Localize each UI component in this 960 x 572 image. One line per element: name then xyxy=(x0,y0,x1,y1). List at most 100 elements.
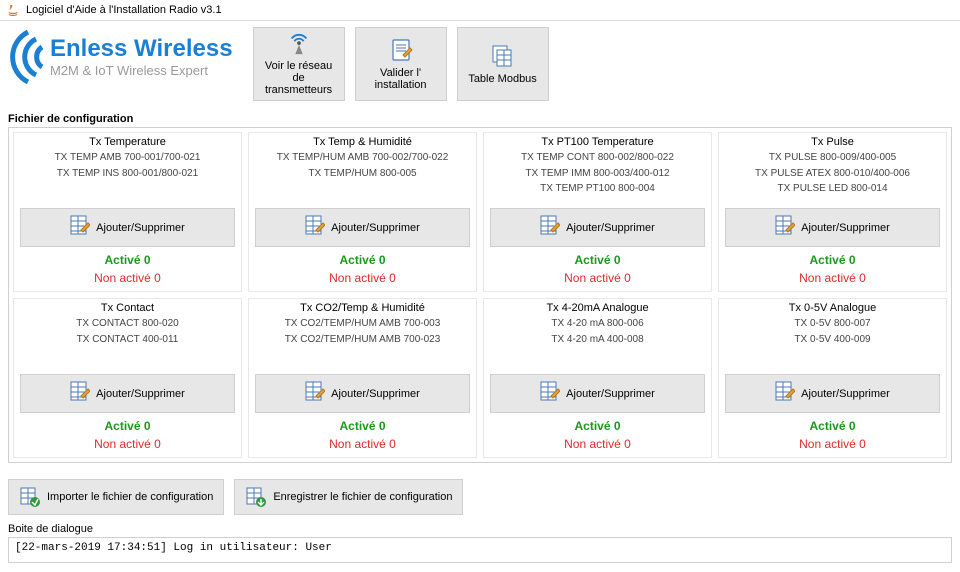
brand-tagline: M2M & IoT Wireless Expert xyxy=(50,63,233,78)
add-remove-button[interactable]: Ajouter/Supprimer xyxy=(725,374,940,413)
status-active: Activé 0 xyxy=(249,253,476,267)
edit-sheet-icon xyxy=(775,215,795,240)
model-line: TX TEMP IMM 800-003/400-012 xyxy=(484,166,711,182)
add-remove-button[interactable]: Ajouter/Supprimer xyxy=(725,208,940,247)
config-card: Tx ContactTX CONTACT 800-020TX CONTACT 4… xyxy=(13,298,242,458)
edit-sheet-icon xyxy=(540,215,560,240)
config-card: Tx TemperatureTX TEMP AMB 700-001/700-02… xyxy=(13,132,242,292)
card-models: TX 4-20 mA 800-006TX 4-20 mA 400-008 xyxy=(484,316,711,368)
add-remove-button[interactable]: Ajouter/Supprimer xyxy=(20,208,235,247)
card-title: Tx Temp & Humidité xyxy=(249,133,476,150)
dialog-title: Boite de dialogue xyxy=(0,523,960,537)
status-inactive: Non activé 0 xyxy=(484,271,711,285)
card-models: TX 0-5V 800-007TX 0-5V 400-009 xyxy=(719,316,946,368)
edit-sheet-icon xyxy=(305,381,325,406)
config-section-title: Fichier de configuration xyxy=(0,111,960,127)
add-remove-label: Ajouter/Supprimer xyxy=(566,222,655,234)
add-remove-label: Ajouter/Supprimer xyxy=(801,222,890,234)
window-titlebar: Logiciel d'Aide à l'Installation Radio v… xyxy=(0,0,960,21)
save-config-label: Enregistrer le fichier de configuration xyxy=(273,491,452,503)
add-remove-button[interactable]: Ajouter/Supprimer xyxy=(490,374,705,413)
status-active: Activé 0 xyxy=(719,419,946,433)
config-card: Tx PT100 TemperatureTX TEMP CONT 800-002… xyxy=(483,132,712,292)
model-line: TX TEMP INS 800-001/800-021 xyxy=(14,166,241,182)
status-inactive: Non activé 0 xyxy=(249,271,476,285)
view-network-label: Voir le réseau de transmetteurs xyxy=(258,60,340,96)
config-card: Tx PulseTX PULSE 800-009/400-005TX PULSE… xyxy=(718,132,947,292)
card-title: Tx PT100 Temperature xyxy=(484,133,711,150)
model-line: TX 4-20 mA 400-008 xyxy=(484,332,711,348)
add-remove-button[interactable]: Ajouter/Supprimer xyxy=(255,208,470,247)
validate-install-label: Valider l' installation xyxy=(360,67,442,91)
brand-name: Enless Wireless xyxy=(50,36,233,61)
status-inactive: Non activé 0 xyxy=(484,437,711,451)
status-active: Activé 0 xyxy=(719,253,946,267)
card-title: Tx Temperature xyxy=(14,133,241,150)
status-active: Activé 0 xyxy=(484,419,711,433)
model-line: TX PULSE ATEX 800-010/400-006 xyxy=(719,166,946,182)
card-title: Tx 0-5V Analogue xyxy=(719,299,946,316)
model-line: TX TEMP CONT 800-002/800-022 xyxy=(484,150,711,166)
add-remove-label: Ajouter/Supprimer xyxy=(96,388,185,400)
status-inactive: Non activé 0 xyxy=(719,437,946,451)
card-models: TX TEMP AMB 700-001/700-021TX TEMP INS 8… xyxy=(14,150,241,202)
status-inactive: Non activé 0 xyxy=(14,437,241,451)
model-line: TX 0-5V 800-007 xyxy=(719,316,946,332)
config-card: Tx Temp & HumiditéTX TEMP/HUM AMB 700-00… xyxy=(248,132,477,292)
save-xls-icon xyxy=(245,486,267,508)
model-line: TX 4-20 mA 800-006 xyxy=(484,316,711,332)
card-title: Tx Contact xyxy=(14,299,241,316)
status-active: Activé 0 xyxy=(249,419,476,433)
java-icon xyxy=(6,3,20,17)
add-remove-button[interactable]: Ajouter/Supprimer xyxy=(20,374,235,413)
add-remove-label: Ajouter/Supprimer xyxy=(96,222,185,234)
edit-sheet-icon xyxy=(540,381,560,406)
logo-waves-icon xyxy=(8,27,44,87)
dialog-log-line: [22-mars-2019 17:34:51] Log in utilisate… xyxy=(15,542,332,554)
add-remove-label: Ajouter/Supprimer xyxy=(331,388,420,400)
card-title: Tx Pulse xyxy=(719,133,946,150)
import-config-label: Importer le fichier de configuration xyxy=(47,491,213,503)
clipboard-edit-icon xyxy=(388,37,414,63)
dialog-box: [22-mars-2019 17:34:51] Log in utilisate… xyxy=(8,537,952,563)
import-config-button[interactable]: Importer le fichier de configuration xyxy=(8,479,224,515)
model-line: TX TEMP PT100 800-004 xyxy=(484,181,711,197)
config-card: Tx 0-5V AnalogueTX 0-5V 800-007TX 0-5V 4… xyxy=(718,298,947,458)
card-models: TX CO2/TEMP/HUM AMB 700-003TX CO2/TEMP/H… xyxy=(249,316,476,368)
save-config-button[interactable]: Enregistrer le fichier de configuration xyxy=(234,479,463,515)
add-remove-button[interactable]: Ajouter/Supprimer xyxy=(255,374,470,413)
card-title: Tx 4-20mA Analogue xyxy=(484,299,711,316)
edit-sheet-icon xyxy=(775,381,795,406)
model-line: TX CONTACT 400-011 xyxy=(14,332,241,348)
tables-icon xyxy=(490,43,516,69)
model-line: TX PULSE LED 800-014 xyxy=(719,181,946,197)
card-title: Tx CO2/Temp & Humidité xyxy=(249,299,476,316)
add-remove-button[interactable]: Ajouter/Supprimer xyxy=(490,208,705,247)
status-inactive: Non activé 0 xyxy=(719,271,946,285)
view-network-button[interactable]: Voir le réseau de transmetteurs xyxy=(253,27,345,101)
import-xls-icon xyxy=(19,486,41,508)
status-active: Activé 0 xyxy=(14,419,241,433)
modbus-table-button[interactable]: Table Modbus xyxy=(457,27,549,101)
window-title: Logiciel d'Aide à l'Installation Radio v… xyxy=(26,4,222,16)
edit-sheet-icon xyxy=(305,215,325,240)
add-remove-label: Ajouter/Supprimer xyxy=(801,388,890,400)
model-line: TX PULSE 800-009/400-005 xyxy=(719,150,946,166)
add-remove-label: Ajouter/Supprimer xyxy=(331,222,420,234)
edit-sheet-icon xyxy=(70,215,90,240)
status-active: Activé 0 xyxy=(14,253,241,267)
config-panel: Tx TemperatureTX TEMP AMB 700-001/700-02… xyxy=(8,127,952,463)
antenna-icon xyxy=(286,32,312,56)
config-card: Tx 4-20mA AnalogueTX 4-20 mA 800-006TX 4… xyxy=(483,298,712,458)
add-remove-label: Ajouter/Supprimer xyxy=(566,388,655,400)
validate-install-button[interactable]: Valider l' installation xyxy=(355,27,447,101)
status-inactive: Non activé 0 xyxy=(14,271,241,285)
modbus-table-label: Table Modbus xyxy=(468,73,537,85)
config-card: Tx CO2/Temp & HumiditéTX CO2/TEMP/HUM AM… xyxy=(248,298,477,458)
model-line: TX TEMP/HUM 800-005 xyxy=(249,166,476,182)
card-models: TX PULSE 800-009/400-005TX PULSE ATEX 80… xyxy=(719,150,946,202)
card-models: TX TEMP/HUM AMB 700-002/700-022TX TEMP/H… xyxy=(249,150,476,202)
model-line: TX TEMP/HUM AMB 700-002/700-022 xyxy=(249,150,476,166)
header: Enless Wireless M2M & IoT Wireless Exper… xyxy=(0,21,960,111)
model-line: TX CO2/TEMP/HUM AMB 700-003 xyxy=(249,316,476,332)
